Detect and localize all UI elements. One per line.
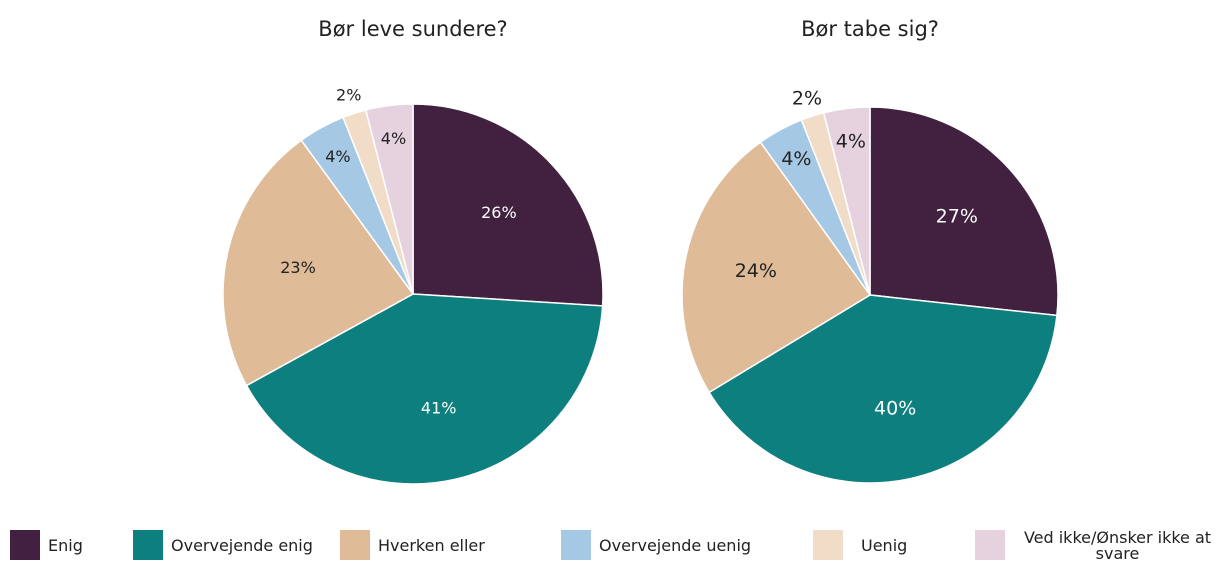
- legend-label: Hverken eller: [378, 536, 485, 555]
- pie-slice: [869, 106, 1059, 317]
- legend-swatch: [133, 530, 163, 560]
- chart-title: Bør tabe sig?: [801, 17, 939, 41]
- legend-label: Ved ikke/Ønsker ikke at svare: [1023, 528, 1212, 562]
- value-label: 4%: [325, 147, 350, 166]
- pie-slice: [681, 141, 872, 394]
- value-label: 41%: [421, 398, 457, 417]
- legend-label: Uenig: [861, 536, 908, 555]
- value-label: 2%: [792, 87, 822, 109]
- value-label: 4%: [781, 148, 811, 170]
- charts: Bør leve sundere? 26% 41% 23% 4% 2% 4% Bør tabe…: [222, 17, 1059, 485]
- legend-swatch: [10, 530, 40, 560]
- pie-slice: [222, 139, 415, 387]
- value-label: 4%: [836, 131, 866, 153]
- legend-swatch: [975, 530, 1005, 560]
- pie-slice: [245, 293, 604, 485]
- pie-slice: [364, 103, 414, 295]
- legend-swatch: [340, 530, 370, 560]
- pie-slice: [822, 106, 871, 296]
- legend-label: Overvejende enig: [171, 536, 313, 555]
- chart-title: Bør leve sundere?: [318, 17, 507, 41]
- legend-label: Enig: [48, 536, 83, 555]
- pie-slice: [708, 294, 1058, 484]
- legend-swatch: [813, 530, 843, 560]
- value-label: 23%: [280, 258, 316, 277]
- pie-slice: [412, 103, 604, 307]
- legend-label: Overvejende uenig: [599, 536, 752, 555]
- value-label: 27%: [936, 206, 978, 228]
- value-label: 4%: [381, 129, 406, 148]
- value-label: 26%: [481, 203, 517, 222]
- value-label: 24%: [735, 260, 777, 282]
- value-label: 2%: [336, 86, 361, 105]
- value-label: 40%: [874, 397, 916, 419]
- legend-swatch: [561, 530, 591, 560]
